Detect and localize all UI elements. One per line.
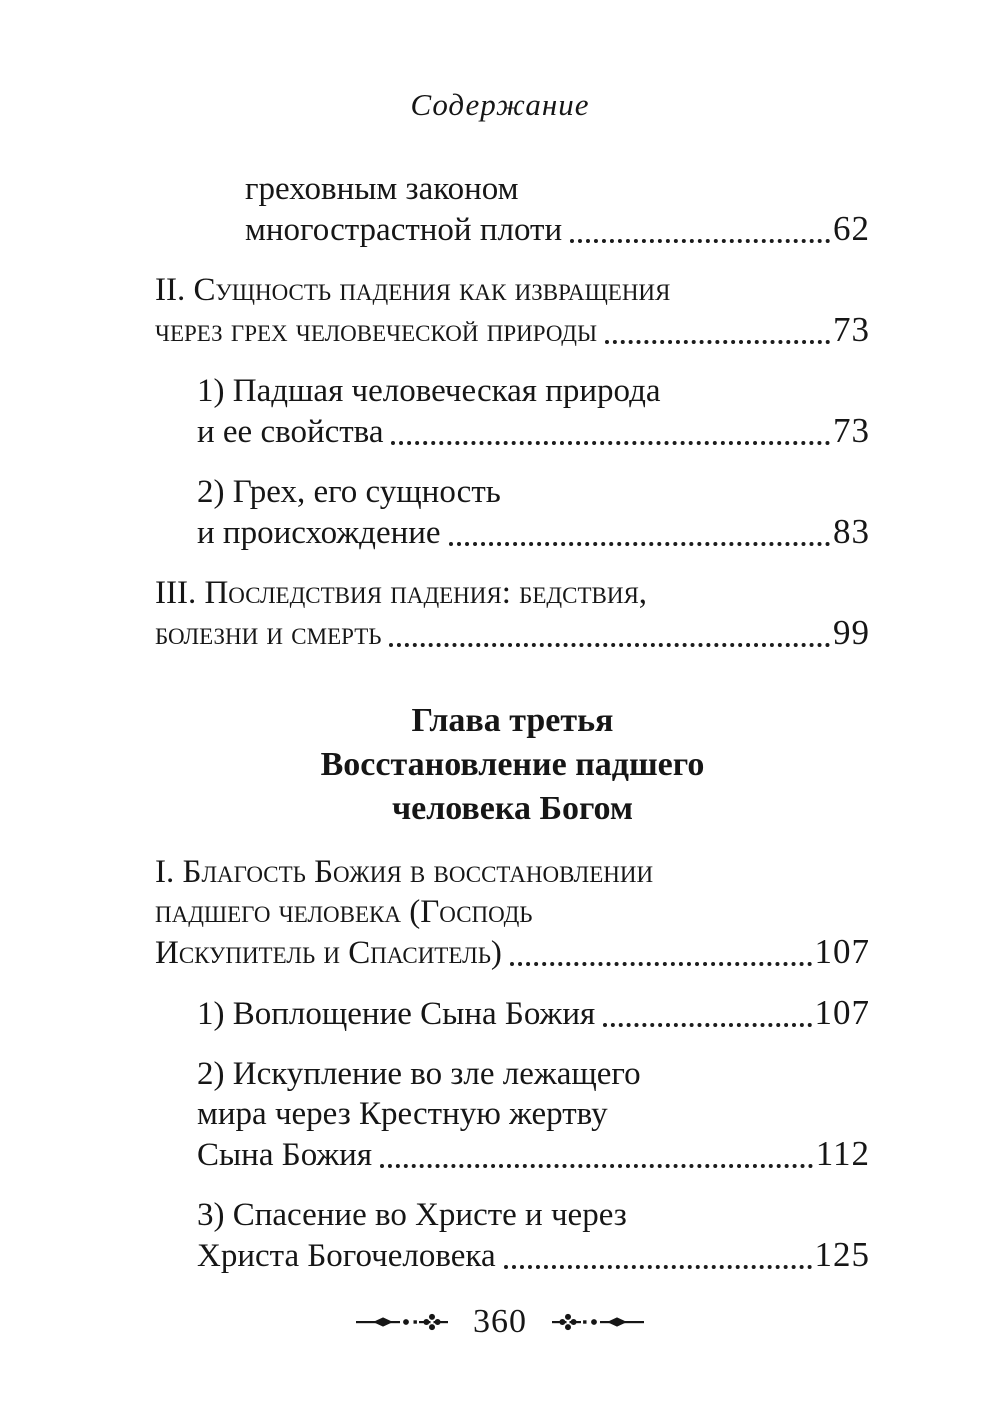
toc-line-with-page: Искупитель и Спаситель) 107 [155,932,870,973]
dot-leader [570,239,830,243]
left-flourish-icon [356,1313,448,1331]
dot-leader [503,1265,812,1269]
toc-line: греховным законом [245,171,519,207]
toc-entry: 1) Падшая человеческая природа и ее свой… [155,371,870,452]
toc-line: III. Последствия падения: бедствия, [155,575,648,611]
page-ref: 73 [833,310,870,349]
page-ref: 112 [815,1134,870,1173]
toc-line-with-page: Сына Божия 112 [197,1134,870,1175]
chapter-heading: Глава третья Восстановление падшего чело… [155,699,870,831]
toc-entry: греховным законом многострастной плоти 6… [155,169,870,250]
toc-line: падшего человека (Господь [155,894,533,930]
dot-leader [448,542,830,546]
page-ref: 83 [833,512,870,551]
toc-entry: 3) Спасение во Христе и через Христа Бог… [155,1195,870,1276]
toc-entry: I. Благость Божия в восстановлении падше… [155,852,870,973]
chapter-heading-line: Восстановление падшего [320,746,705,783]
toc-line: 2) Искупление во зле лежащего [197,1056,641,1092]
toc-line-with-page: 1) Воплощение Сына Божия 107 [197,993,870,1034]
page-ref: 107 [814,932,870,971]
toc-line-text: 1) Воплощение Сына Божия [197,996,596,1032]
dot-leader [605,340,830,344]
toc-entry: 2) Грех, его сущность и происхождение 83 [155,472,870,553]
toc-line: 1) Падшая человеческая природа [197,373,661,409]
toc-line-text: и происхождение [197,515,441,551]
toc-entry: 1) Воплощение Сына Божия 107 [155,993,870,1034]
page-ref: 62 [833,209,870,248]
toc-entry: III. Последствия падения: бедствия, боле… [155,573,870,654]
toc-line-with-page: многострастной плоти 62 [245,209,870,250]
dot-leader [391,441,830,445]
page-ref: 125 [814,1235,870,1274]
page-ref: 99 [833,613,870,652]
toc-line-text: Искупитель и Спаситель) [155,935,502,971]
folio-page-number: 360 [473,1303,527,1340]
dot-leader [389,643,830,647]
running-header: Содержание [410,87,590,122]
page-footer: 360 [0,1302,1000,1342]
toc-line: 3) Спасение во Христе и через [197,1197,627,1233]
toc-line: мира через Крестную жертву [197,1096,608,1132]
toc-line-with-page: Христа Богочеловека 125 [197,1235,870,1276]
toc-line-with-page: и ее свойства 73 [197,411,870,452]
toc-line: I. Благость Божия в восстановлении [155,854,654,890]
dot-leader [380,1164,813,1168]
dot-leader [603,1023,812,1027]
toc-line-text: через грех человеческой природы [155,313,598,349]
toc-line-with-page: болезни и смерть 99 [155,613,870,654]
chapter-heading-line: человека Богом [391,790,634,827]
dot-leader [509,962,812,966]
toc-line: 2) Грех, его сущность [197,474,501,510]
toc-entry: II. Сущность падения как извращения чере… [155,270,870,351]
chapter-heading-line: Глава третья [411,702,614,739]
toc-line-text: Сына Божия [197,1137,373,1173]
toc-line-with-page: и происхождение 83 [197,512,870,553]
right-flourish-icon [552,1313,644,1331]
toc-line: II. Сущность падения как извращения [155,272,671,308]
toc-line-text: Христа Богочеловека [197,1238,496,1274]
page-ref: 73 [833,411,870,450]
toc-line-with-page: через грех человеческой природы 73 [155,310,870,351]
toc-line-text: болезни и смерть [155,616,382,652]
toc-line-text: многострастной плоти [245,212,563,248]
toc-entry: 2) Искупление во зле лежащего мира через… [155,1054,870,1175]
toc-line-text: и ее свойства [197,414,384,450]
page-ref: 107 [814,993,870,1032]
table-of-contents: греховным законом многострастной плоти 6… [155,169,870,1276]
